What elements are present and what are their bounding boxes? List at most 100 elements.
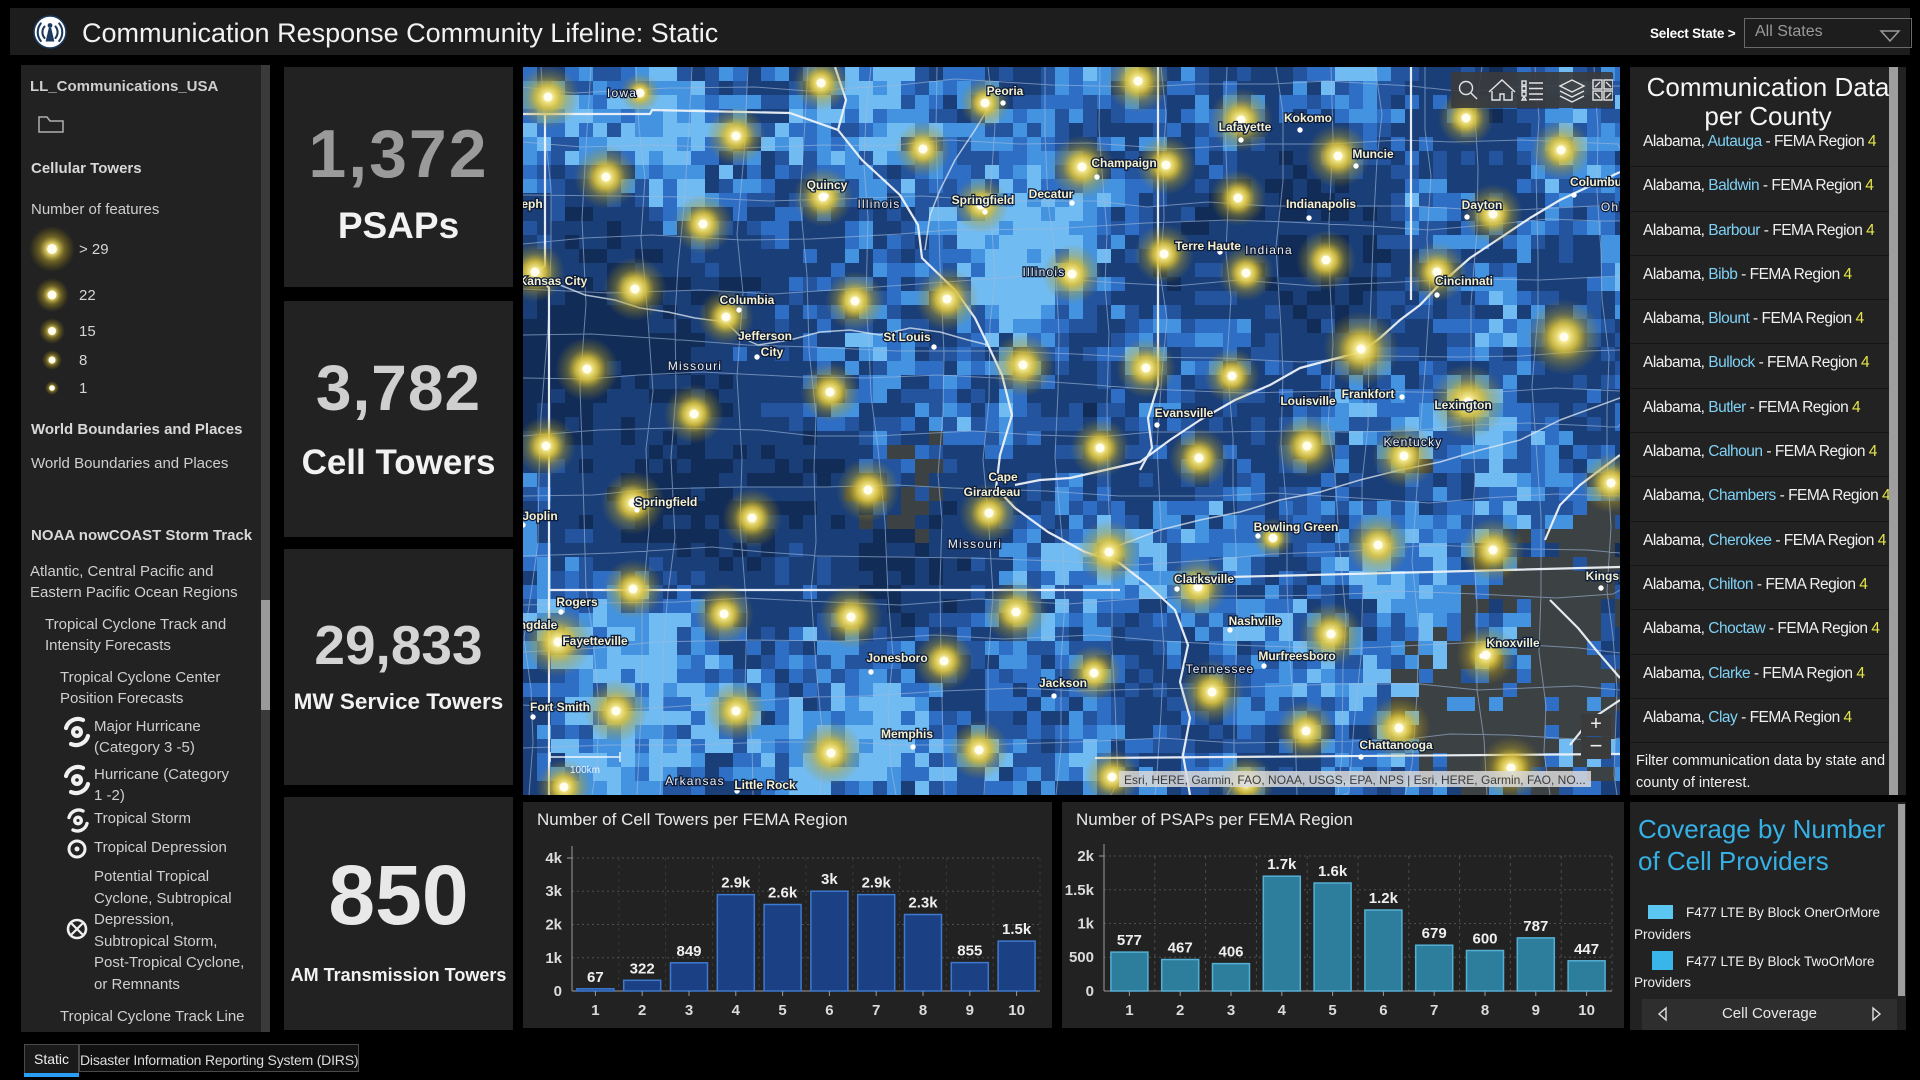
- svg-text:Kingsp: Kingsp: [1586, 569, 1620, 583]
- svg-text:855: 855: [957, 943, 982, 960]
- svg-text:6: 6: [825, 1002, 833, 1019]
- svg-text:0: 0: [1086, 983, 1094, 1000]
- svg-text:Muncie: Muncie: [1352, 147, 1394, 161]
- svg-text:5: 5: [1328, 1002, 1336, 1019]
- svg-text:Champaign: Champaign: [1091, 156, 1156, 170]
- svg-text:1.6k: 1.6k: [1318, 863, 1348, 880]
- svg-text:Iowa: Iowa: [607, 86, 637, 100]
- svg-text:Springfield: Springfield: [952, 193, 1015, 207]
- svg-text:Jonesboro: Jonesboro: [866, 651, 927, 665]
- svg-text:Illinois: Illinois: [1023, 265, 1066, 279]
- svg-text:500: 500: [1069, 949, 1094, 966]
- svg-text:ngdale: ngdale: [523, 618, 558, 632]
- svg-text:1.5k: 1.5k: [1065, 882, 1095, 899]
- svg-text:467: 467: [1168, 940, 1193, 957]
- svg-text:Clarksville: Clarksville: [1174, 572, 1234, 586]
- svg-text:577: 577: [1117, 932, 1142, 949]
- svg-text:Cincinnati: Cincinnati: [1435, 274, 1493, 288]
- svg-text:Kentucky: Kentucky: [1384, 435, 1443, 449]
- svg-text:Rogers: Rogers: [556, 595, 598, 609]
- svg-text:787: 787: [1523, 918, 1548, 935]
- svg-text:Lafayette: Lafayette: [1219, 120, 1272, 134]
- svg-text:0: 0: [554, 983, 562, 1000]
- svg-text:2k: 2k: [545, 917, 562, 934]
- svg-text:1: 1: [1125, 1002, 1133, 1019]
- svg-text:406: 406: [1218, 944, 1243, 961]
- svg-text:Jefferson: Jefferson: [738, 329, 792, 343]
- svg-text:Indianapolis: Indianapolis: [1286, 197, 1356, 211]
- svg-text:Kansas City: Kansas City: [523, 274, 588, 288]
- svg-text:2.6k: 2.6k: [768, 885, 798, 902]
- svg-text:Springfield: Springfield: [635, 495, 698, 509]
- svg-text:10: 10: [1578, 1002, 1595, 1019]
- svg-text:Cape: Cape: [988, 470, 1018, 484]
- svg-text:100km: 100km: [570, 765, 600, 776]
- svg-text:3: 3: [1227, 1002, 1235, 1019]
- svg-text:2: 2: [638, 1002, 646, 1019]
- svg-text:1.7k: 1.7k: [1267, 856, 1297, 873]
- svg-text:Indiana: Indiana: [1245, 243, 1293, 257]
- svg-text:4: 4: [1278, 1002, 1287, 1019]
- svg-text:9: 9: [966, 1002, 974, 1019]
- svg-text:8: 8: [919, 1002, 927, 1019]
- svg-text:9: 9: [1532, 1002, 1540, 1019]
- svg-text:Dayton: Dayton: [1462, 198, 1503, 212]
- svg-text:849: 849: [676, 943, 701, 960]
- svg-text:2.9k: 2.9k: [862, 875, 892, 892]
- svg-text:Frankfort: Frankfort: [1342, 387, 1395, 401]
- svg-text:Quincy: Quincy: [807, 178, 848, 192]
- svg-text:1k: 1k: [1077, 916, 1094, 933]
- svg-text:Memphis: Memphis: [881, 727, 933, 741]
- svg-text:Joplin: Joplin: [523, 509, 558, 523]
- svg-text:Missouri: Missouri: [948, 537, 1002, 551]
- svg-text:322: 322: [630, 960, 655, 977]
- svg-text:1k: 1k: [545, 950, 562, 967]
- svg-text:2.3k: 2.3k: [908, 895, 938, 912]
- svg-text:600: 600: [1472, 931, 1497, 948]
- svg-text:67: 67: [587, 969, 604, 986]
- svg-text:Terre Haute: Terre Haute: [1175, 239, 1241, 253]
- svg-text:8: 8: [1481, 1002, 1489, 1019]
- svg-text:2: 2: [1176, 1002, 1184, 1019]
- svg-text:Murfreesboro: Murfreesboro: [1258, 649, 1335, 663]
- svg-text:5: 5: [778, 1002, 786, 1019]
- svg-text:7: 7: [872, 1002, 880, 1019]
- svg-text:447: 447: [1574, 941, 1599, 958]
- svg-text:Tennessee: Tennessee: [1186, 662, 1255, 676]
- svg-text:Peoria: Peoria: [987, 84, 1024, 98]
- svg-text:1.5k: 1.5k: [1002, 921, 1032, 938]
- svg-text:2.9k: 2.9k: [721, 875, 751, 892]
- svg-text:4k: 4k: [545, 850, 562, 867]
- svg-text:6: 6: [1379, 1002, 1387, 1019]
- svg-text:Louisville: Louisville: [1280, 394, 1336, 408]
- svg-text:1: 1: [591, 1002, 599, 1019]
- svg-text:City: City: [761, 345, 784, 359]
- svg-text:Knoxville: Knoxville: [1486, 636, 1540, 650]
- svg-text:Illinois: Illinois: [858, 197, 901, 211]
- svg-text:Columbu: Columbu: [1570, 175, 1620, 189]
- svg-text:Fayetteville: Fayetteville: [562, 634, 628, 648]
- svg-text:Evansville: Evansville: [1155, 406, 1214, 420]
- svg-text:Bowling Green: Bowling Green: [1254, 520, 1339, 534]
- svg-text:Ohi: Ohi: [1601, 200, 1620, 214]
- svg-text:3k: 3k: [545, 883, 562, 900]
- svg-text:Jackson: Jackson: [1039, 676, 1087, 690]
- svg-text:3: 3: [685, 1002, 693, 1019]
- svg-text:7: 7: [1430, 1002, 1438, 1019]
- svg-text:4: 4: [732, 1002, 741, 1019]
- svg-text:Decatur: Decatur: [1029, 187, 1074, 201]
- svg-text:Columbia: Columbia: [720, 293, 775, 307]
- svg-text:Chattanooga: Chattanooga: [1359, 738, 1433, 752]
- svg-text:3k: 3k: [821, 871, 838, 888]
- svg-text:Girardeau: Girardeau: [964, 485, 1021, 499]
- svg-text:10: 10: [1008, 1002, 1025, 1019]
- svg-text:Kokomo: Kokomo: [1284, 111, 1332, 125]
- svg-text:eph: eph: [523, 197, 543, 211]
- svg-text:2k: 2k: [1077, 848, 1094, 865]
- svg-text:Nashville: Nashville: [1229, 614, 1282, 628]
- svg-text:Fort Smith: Fort Smith: [530, 700, 590, 714]
- svg-text:St Louis: St Louis: [883, 330, 931, 344]
- svg-text:679: 679: [1422, 925, 1447, 942]
- svg-text:1.2k: 1.2k: [1369, 890, 1399, 907]
- svg-text:Missouri: Missouri: [668, 359, 722, 373]
